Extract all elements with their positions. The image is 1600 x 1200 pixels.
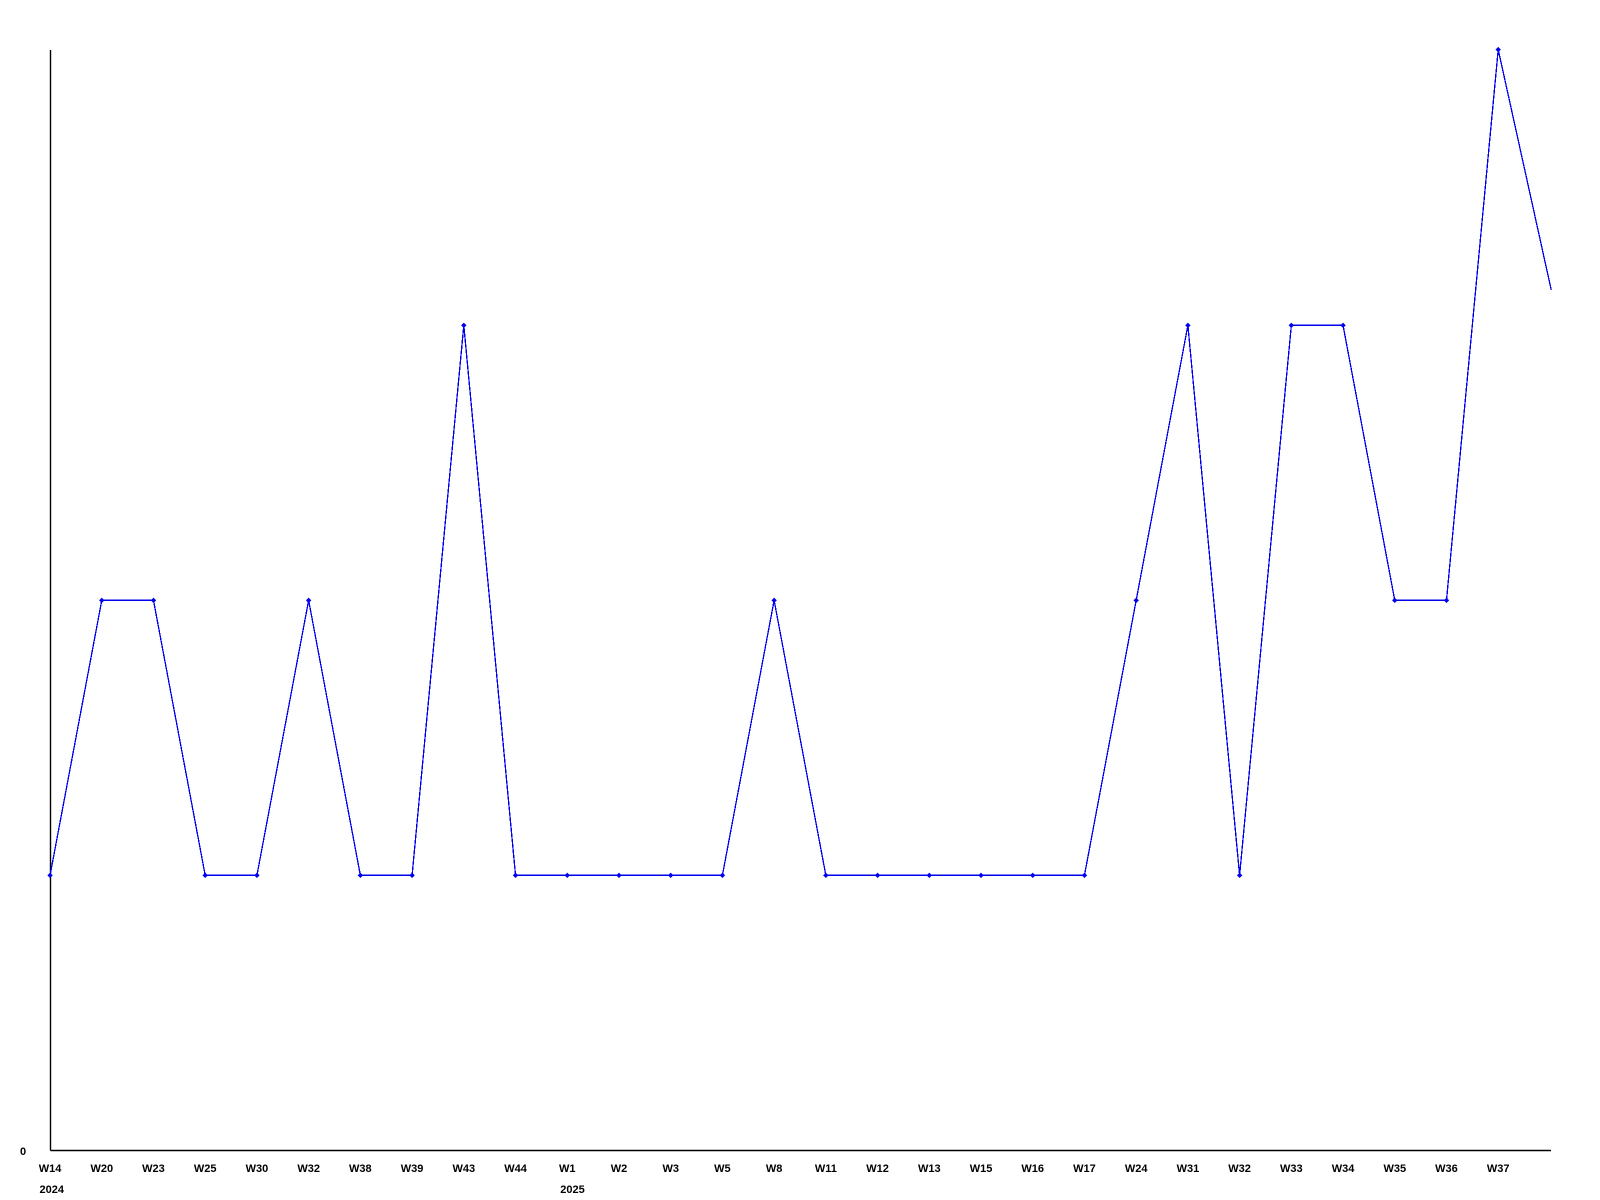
svg-text:W13: W13: [918, 1163, 941, 1175]
svg-text:W32: W32: [297, 1163, 320, 1175]
svg-text:W1: W1: [559, 1163, 576, 1175]
svg-text:W39: W39: [401, 1163, 424, 1175]
svg-text:W33: W33: [1280, 1163, 1303, 1175]
svg-text:W43: W43: [452, 1163, 475, 1175]
svg-text:W37: W37: [1487, 1163, 1510, 1175]
svg-text:2025: 2025: [560, 1184, 584, 1196]
svg-text:W30: W30: [246, 1163, 269, 1175]
svg-text:0: 0: [20, 1146, 26, 1158]
svg-text:W25: W25: [194, 1163, 217, 1175]
svg-text:W34: W34: [1332, 1163, 1356, 1175]
svg-text:W23: W23: [142, 1163, 165, 1175]
svg-text:W31: W31: [1177, 1163, 1200, 1175]
svg-text:W12: W12: [866, 1163, 889, 1175]
svg-text:W3: W3: [662, 1163, 679, 1175]
svg-text:W35: W35: [1383, 1163, 1406, 1175]
svg-text:W15: W15: [970, 1163, 993, 1175]
svg-text:W17: W17: [1073, 1163, 1096, 1175]
svg-text:W2: W2: [611, 1163, 628, 1175]
svg-text:W5: W5: [714, 1163, 731, 1175]
svg-text:W20: W20: [90, 1163, 113, 1175]
svg-text:W8: W8: [766, 1163, 783, 1175]
svg-text:W38: W38: [349, 1163, 372, 1175]
svg-text:W36: W36: [1435, 1163, 1458, 1175]
svg-text:W44: W44: [504, 1163, 528, 1175]
svg-text:W32: W32: [1228, 1163, 1251, 1175]
svg-text:W16: W16: [1021, 1163, 1044, 1175]
svg-text:W11: W11: [815, 1163, 837, 1175]
svg-text:2024: 2024: [40, 1184, 65, 1196]
svg-text:W24: W24: [1125, 1163, 1149, 1175]
svg-text:W14: W14: [39, 1163, 63, 1175]
